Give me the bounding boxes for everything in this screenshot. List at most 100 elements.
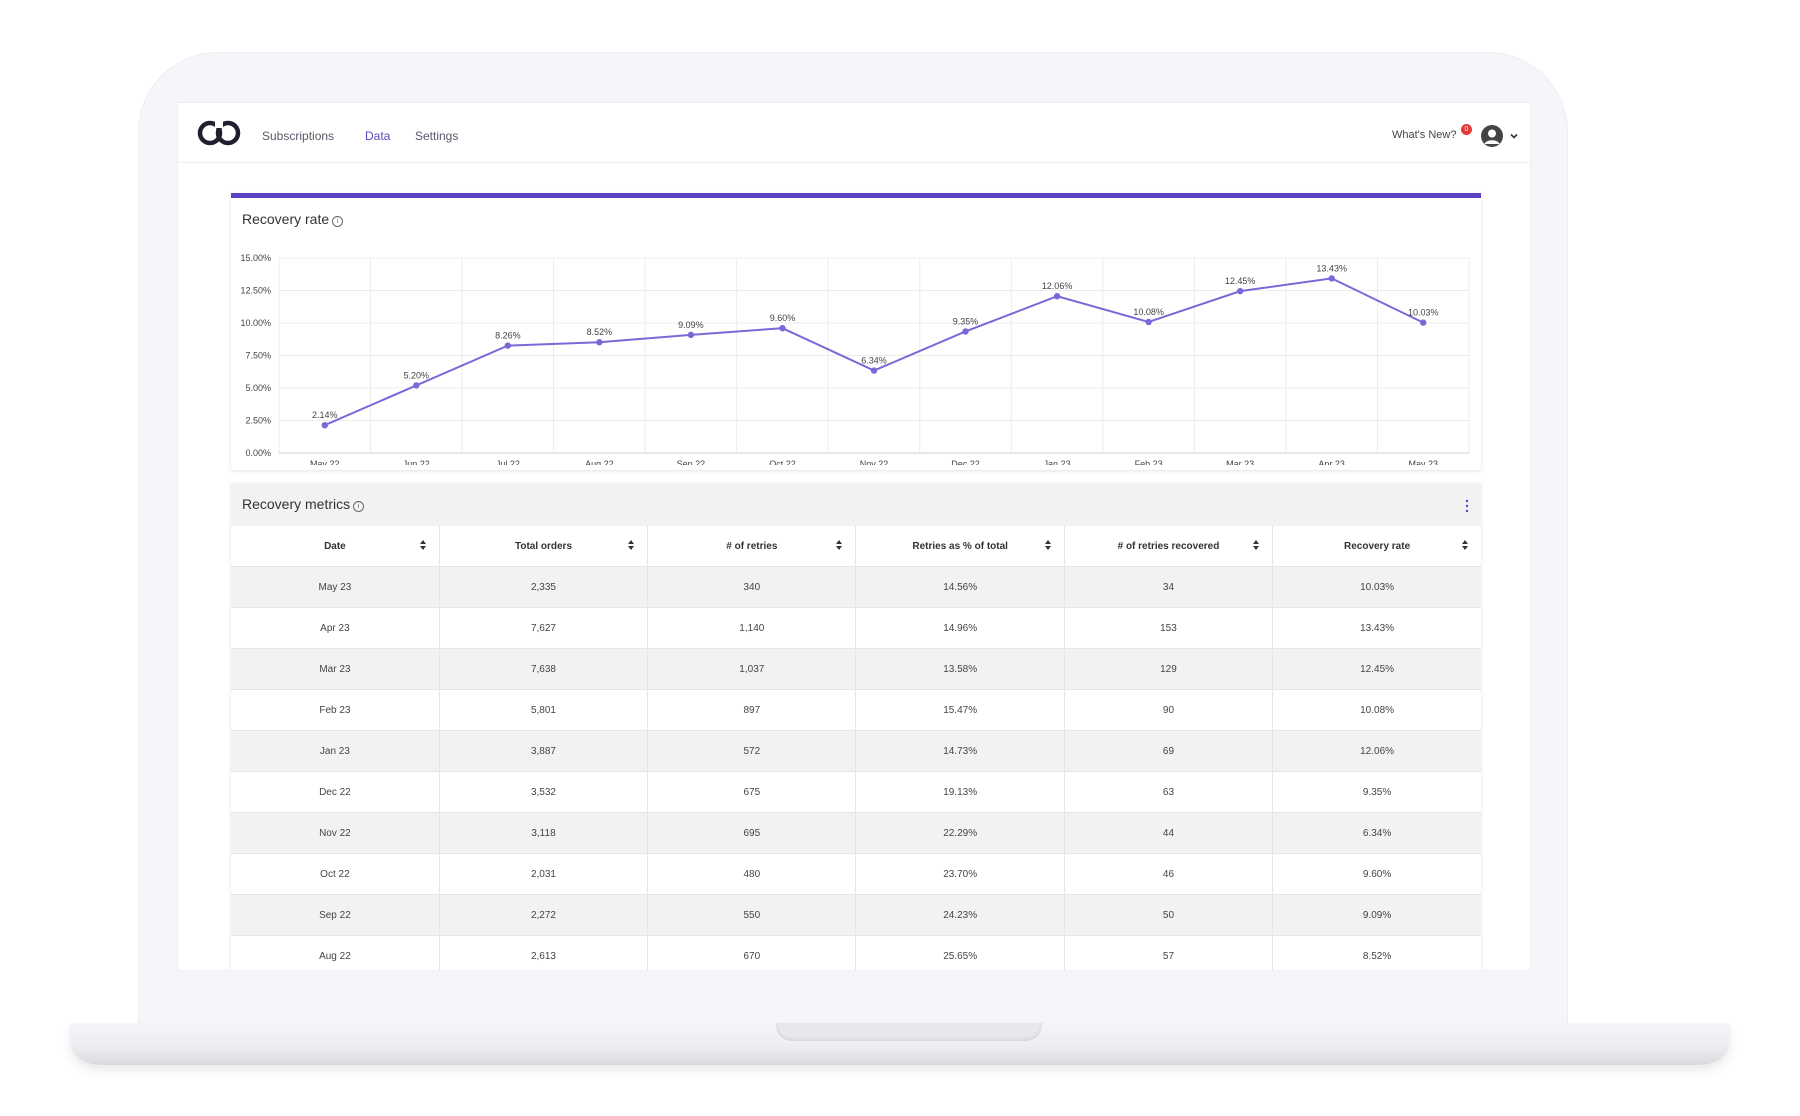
x-tick-label: Feb 23 — [1135, 459, 1163, 465]
data-point — [962, 328, 969, 335]
x-tick-label: Mar 23 — [1226, 459, 1254, 465]
table-cell: 57 — [1064, 935, 1274, 970]
table-header-row: Date Total orders # of retries Retries as %… — [231, 526, 1481, 567]
table-cell: 9.35% — [1272, 771, 1481, 813]
table-cell: 6.34% — [1272, 812, 1481, 854]
table-cell: Jan 23 — [231, 730, 440, 772]
table-cell: 2,272 — [439, 894, 649, 936]
y-tick-label: 2.50% — [245, 416, 271, 426]
data-point — [413, 382, 420, 389]
table-row: Aug 22 2,613 670 25.65% 57 8.52% — [231, 935, 1481, 970]
y-tick-label: 7.50% — [245, 351, 271, 361]
y-tick-label: 15.00% — [240, 253, 271, 263]
y-tick-label: 0.00% — [245, 448, 271, 458]
y-tick-label: 12.50% — [240, 286, 271, 296]
data-point — [1145, 318, 1152, 326]
table-cell: 3,532 — [439, 771, 649, 813]
sort-icon[interactable] — [1461, 539, 1469, 551]
data-label: 10.08% — [1133, 307, 1164, 317]
sort-icon[interactable] — [419, 539, 427, 551]
table-cell: Nov 22 — [231, 812, 440, 854]
metrics-table: Date Total orders # of retries Retries as %… — [231, 526, 1481, 970]
data-label: 13.43% — [1316, 263, 1347, 273]
recovery-rate-chart: 0.00% 2.50% 5.00% 7.50% 10.00% 12.50% 15.00% Ma… — [240, 253, 1470, 465]
column-header[interactable]: Date — [231, 526, 440, 567]
table-cell: 480 — [647, 853, 857, 895]
table-cell: 14.56% — [855, 566, 1065, 608]
table-cell: 9.60% — [1272, 853, 1481, 895]
y-tick-label: 10.00% — [240, 318, 271, 328]
table-cell: 13.43% — [1272, 607, 1481, 649]
top-navigation: Subscriptions Data Settings What's New? … — [178, 103, 1530, 163]
table-row: Apr 23 7,627 1,140 14.96% 153 13.43% — [231, 607, 1481, 649]
data-label: 9.35% — [953, 316, 979, 326]
app-screen: Subscriptions Data Settings What's New? … — [178, 103, 1530, 970]
x-tick-label: May 22 — [310, 459, 340, 465]
data-point — [1236, 287, 1244, 295]
x-tick-label: Jul 22 — [496, 459, 520, 465]
x-tick-label: May 23 — [1408, 459, 1438, 465]
data-point — [870, 367, 878, 374]
whats-new-link[interactable]: What's New? — [1392, 129, 1457, 141]
data-point — [504, 342, 512, 349]
data-label: 6.34% — [861, 356, 887, 366]
x-tick-label: Apr 23 — [1318, 459, 1345, 465]
x-tick-label: Nov 22 — [860, 459, 889, 465]
column-header[interactable]: Recovery rate — [1272, 526, 1481, 567]
table-cell: 22.29% — [855, 812, 1065, 854]
data-point — [321, 421, 328, 429]
table-cell: 24.23% — [855, 894, 1065, 936]
data-label: 5.20% — [404, 370, 430, 380]
table-cell: 19.13% — [855, 771, 1065, 813]
table-cell: 34 — [1064, 566, 1274, 608]
user-avatar-icon[interactable] — [1481, 125, 1503, 147]
table-cell: 550 — [647, 894, 857, 936]
table-cell: 90 — [1064, 689, 1274, 731]
sort-icon[interactable] — [1044, 539, 1052, 551]
nav-subscriptions[interactable]: Subscriptions — [262, 129, 335, 143]
x-tick-label: Aug 22 — [585, 459, 614, 465]
table-cell: 13.58% — [855, 648, 1065, 690]
sort-icon[interactable] — [1252, 539, 1260, 551]
table-cell: 572 — [647, 730, 857, 772]
data-label: 9.60% — [770, 313, 796, 323]
sort-icon[interactable] — [835, 539, 843, 551]
table-cell: 8.52% — [1272, 935, 1481, 970]
table-cell: 3,887 — [439, 730, 649, 772]
laptop-notch — [776, 1023, 1042, 1041]
table-cell: 10.08% — [1272, 689, 1481, 731]
chevron-down-icon[interactable] — [1509, 131, 1519, 141]
table-row: Mar 23 7,638 1,037 13.58% 129 12.45% — [231, 648, 1481, 690]
table-row: Dec 22 3,532 675 19.13% 63 9.35% — [231, 771, 1481, 813]
table-row: Nov 22 3,118 695 22.29% 44 6.34% — [231, 812, 1481, 854]
column-header[interactable]: Total orders — [439, 526, 649, 567]
info-icon[interactable]: i — [353, 501, 365, 512]
table-cell: Oct 22 — [231, 853, 440, 895]
table-cell: 340 — [647, 566, 857, 608]
column-header-label: Date — [324, 540, 346, 552]
data-label: 8.52% — [587, 327, 613, 337]
brand-logo-icon[interactable] — [196, 119, 242, 147]
sort-icon[interactable] — [627, 539, 635, 551]
info-icon[interactable]: i — [332, 216, 344, 227]
table-row: Oct 22 2,031 480 23.70% 46 9.60% — [231, 853, 1481, 895]
more-options-icon[interactable] — [1465, 499, 1469, 513]
column-header-label: # of retries — [726, 540, 778, 552]
table-cell: Aug 22 — [231, 935, 440, 970]
x-tick-label: Jun 22 — [403, 459, 430, 465]
table-cell: Dec 22 — [231, 771, 440, 813]
table-cell: 12.45% — [1272, 648, 1481, 690]
data-point — [1053, 293, 1061, 300]
column-header[interactable]: # of retries — [647, 526, 857, 567]
column-header[interactable]: Retries as % of total — [855, 526, 1065, 567]
nav-settings[interactable]: Settings — [415, 129, 459, 143]
table-cell: 897 — [647, 689, 857, 731]
table-cell: 12.06% — [1272, 730, 1481, 772]
metrics-card-header: Recovery metrics i — [231, 483, 1481, 526]
x-tick-label: Dec 22 — [951, 459, 980, 465]
table-cell: 25.65% — [855, 935, 1065, 970]
table-cell: 2,613 — [439, 935, 649, 970]
nav-data[interactable]: Data — [365, 129, 391, 143]
table-cell: 44 — [1064, 812, 1274, 854]
column-header[interactable]: # of retries recovered — [1064, 526, 1274, 567]
